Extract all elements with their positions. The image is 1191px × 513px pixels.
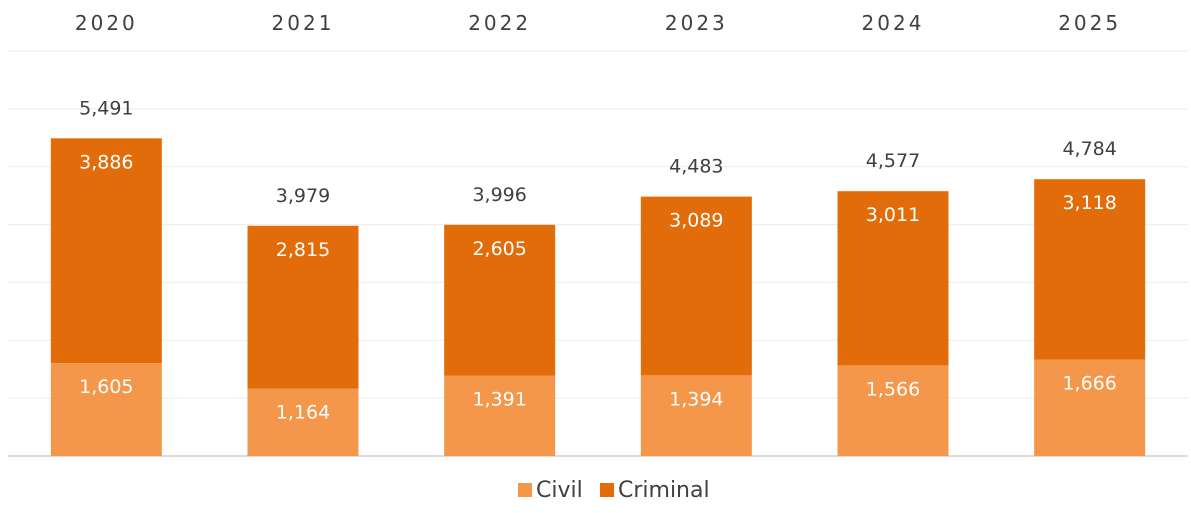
category-label-2022: 2022 <box>468 11 531 35</box>
bar-civil-2023 <box>640 375 752 456</box>
data-label-total-2020: 5,491 <box>79 97 133 119</box>
data-label-civil-2021: 1,164 <box>276 402 330 424</box>
data-label-civil-2022: 1,391 <box>472 389 526 411</box>
data-label-civil-2023: 1,394 <box>669 388 723 410</box>
legend-label-criminal: Criminal <box>618 478 710 503</box>
data-label-criminal-2021: 2,815 <box>276 239 330 261</box>
data-label-civil-2020: 1,605 <box>79 376 133 398</box>
bar-criminal-2020 <box>50 138 162 364</box>
labels: 1,605 3,886 5,491 1,164 2,815 3,979 1,391 2,605… <box>79 97 1117 423</box>
legend-swatch-criminal <box>600 483 614 497</box>
category-label-2020: 2020 <box>75 11 138 35</box>
data-label-total-2021: 3,979 <box>276 185 330 207</box>
gridlines <box>8 50 1188 457</box>
category-label-2024: 2024 <box>862 11 925 35</box>
data-label-criminal-2024: 3,011 <box>866 204 920 226</box>
data-label-criminal-2025: 3,118 <box>1062 192 1116 214</box>
data-label-total-2022: 3,996 <box>472 184 526 206</box>
data-label-criminal-2020: 3,886 <box>79 151 133 173</box>
data-label-total-2024: 4,577 <box>866 150 920 172</box>
bar-civil-2025 <box>1034 359 1146 456</box>
data-label-criminal-2023: 3,089 <box>669 210 723 232</box>
year-axis-labels: 2020 2021 2022 2023 2024 2025 <box>75 11 1121 35</box>
bar-criminal-2025 <box>1034 179 1146 360</box>
bar-civil-2024 <box>837 365 949 456</box>
data-label-criminal-2022: 2,605 <box>472 238 526 260</box>
data-label-total-2025: 4,784 <box>1062 138 1116 160</box>
bars <box>50 138 1146 456</box>
bar-civil-2020 <box>50 363 162 456</box>
bar-criminal-2024 <box>837 191 949 366</box>
bar-civil-2022 <box>444 375 556 456</box>
category-label-2021: 2021 <box>272 11 335 35</box>
legend: Civil Criminal <box>518 478 710 503</box>
bar-criminal-2021 <box>247 225 359 389</box>
data-label-civil-2025: 1,666 <box>1062 373 1116 395</box>
category-label-2023: 2023 <box>665 11 728 35</box>
data-label-total-2023: 4,483 <box>669 156 723 178</box>
category-label-2025: 2025 <box>1058 11 1121 35</box>
data-label-civil-2024: 1,566 <box>866 378 920 400</box>
bar-criminal-2023 <box>640 196 752 376</box>
bar-civil-2021 <box>247 388 359 456</box>
legend-label-civil: Civil <box>536 478 583 503</box>
legend-swatch-civil <box>518 483 532 497</box>
bar-criminal-2022 <box>444 224 556 376</box>
